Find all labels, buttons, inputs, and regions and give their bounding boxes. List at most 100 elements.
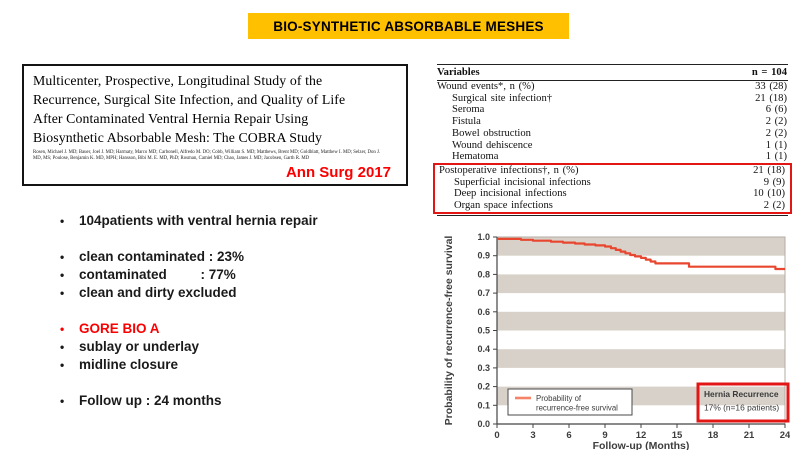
bullet-text: 104patients with ventral hernia repair — [79, 213, 318, 228]
paper-title: Multicenter, Prospective, Longitudinal S… — [33, 71, 397, 147]
table-row: Wound events*, n (%) 33 (28) — [437, 81, 788, 93]
table-row-label: Wound dehiscence — [452, 139, 533, 151]
table-row-label: Seroma — [452, 104, 485, 116]
bullet-dot-icon: • — [60, 322, 65, 336]
table-row-value: 9 (9) — [763, 176, 785, 188]
bullet-group: • Follow up : 24 months — [60, 392, 410, 410]
bullet-text: clean and dirty excluded — [79, 285, 237, 300]
y-tick-label: 0.5 — [477, 326, 490, 336]
y-tick-label: 0.0 — [477, 419, 490, 429]
plot-band — [497, 274, 785, 294]
table-row-value: 2 (2) — [765, 116, 787, 128]
y-tick-label: 0.8 — [477, 269, 490, 279]
table-row-value: 6 (6) — [765, 104, 787, 116]
table-row: Organ space infections 2 (2) — [439, 200, 786, 212]
recurrence-annotation-text: 17% (n=16 patients) — [704, 403, 779, 413]
table-header-n: n = 104 — [751, 67, 787, 78]
bullet-item: • clean and dirty excluded — [60, 284, 410, 302]
table-row-label: Fistula — [452, 116, 481, 128]
table-header: Variables n = 104 — [437, 64, 788, 81]
table-highlight-box: Postoperative infections†, n (%) 21 (18) S… — [433, 162, 792, 214]
bullet-text: GORE BIO A — [79, 321, 160, 336]
title-banner: BIO-SYNTHETIC ABSORBABLE MESHES — [248, 13, 569, 39]
table-row-value: 21 (18) — [755, 92, 787, 104]
bullet-dot-icon: • — [60, 358, 65, 372]
bullet-text: midline closure — [79, 357, 179, 372]
x-tick-label: 24 — [780, 430, 790, 441]
bullet-item: • midline closure — [60, 356, 410, 374]
bullet-item: • sublay or underlay — [60, 338, 410, 356]
table-row-value: 2 (2) — [765, 127, 787, 139]
x-tick-label: 15 — [672, 430, 683, 441]
x-tick-label: 6 — [566, 430, 571, 441]
plot-band — [497, 349, 785, 368]
bullet-dot-icon: • — [60, 214, 65, 228]
table-row: Superficial incisional infections 9 (9) — [439, 177, 786, 189]
bullet-dot-icon: • — [60, 340, 65, 354]
legend-label: Probability of — [536, 394, 582, 403]
bullet-text: clean contaminated : 23% — [79, 249, 245, 264]
x-tick-label: 18 — [708, 430, 719, 441]
paper-citation-box: Multicenter, Prospective, Longitudinal S… — [22, 64, 408, 186]
y-tick-label: 0.4 — [477, 344, 490, 354]
y-tick-label: 0.3 — [477, 363, 490, 373]
table-row-label: Wound events*, n (%) — [437, 81, 535, 92]
table-row-label: Superficial incisional infections — [454, 176, 591, 188]
recurrence-annotation-text: Hernia Recurrence — [704, 389, 779, 399]
bullet-dot-icon: • — [60, 250, 65, 264]
y-tick-label: 1.0 — [477, 232, 490, 242]
bullet-item: • Follow up : 24 months — [60, 392, 410, 410]
table-row-value: 1 (1) — [765, 139, 787, 151]
bullet-dot-icon: • — [60, 286, 65, 300]
slide-title: BIO-SYNTHETIC ABSORBABLE MESHES — [273, 18, 544, 34]
paper-title-line: Biosynthetic Absorbable Mesh: The COBRA … — [33, 130, 322, 145]
outcomes-table: Variables n = 104 Wound events*, n (%) 33… — [433, 64, 792, 216]
x-tick-label: 3 — [530, 430, 535, 441]
table-row-label: Surgical site infection† — [452, 92, 553, 104]
table-body: Wound events*, n (%) 33 (28) Surgical site… — [437, 81, 788, 163]
paper-title-line: Recurrence, Surgical Site Infection, and… — [33, 92, 346, 107]
table-row: Hematoma 1 (1) — [437, 151, 788, 163]
table-row-label: Postoperative infections†, n (%) — [439, 164, 579, 176]
legend-box — [507, 388, 633, 416]
table-row: Seroma 6 (6) — [437, 104, 788, 116]
bullet-group: • clean contaminated : 23% • contaminated :… — [60, 248, 410, 302]
bullet-item: • 104patients with ventral hernia repair — [60, 212, 410, 230]
survival-curve — [497, 237, 785, 271]
bullet-dot-icon: • — [60, 268, 65, 282]
bullet-list: • 104patients with ventral hernia repair •… — [60, 212, 410, 428]
table-row-value: 21 (18) — [753, 164, 785, 176]
x-tick-label: 21 — [744, 430, 755, 441]
table-row: Bowel obstruction 2 (2) — [437, 128, 788, 140]
journal-citation: Ann Surg 2017 — [285, 163, 391, 181]
table-row-label: Organ space infections — [454, 200, 553, 212]
bullet-dot-icon: • — [60, 394, 65, 408]
bullet-item: • contaminated : 77% — [60, 266, 410, 284]
y-axis-title: Probability of recurrence-free survival — [443, 236, 455, 426]
y-tick-label: 0.7 — [477, 288, 490, 298]
bullet-item: • clean contaminated : 23% — [60, 248, 410, 266]
plot-band — [497, 311, 785, 331]
bullet-text: Follow up : 24 months — [79, 393, 222, 408]
recurrence-annotation-box — [696, 382, 790, 423]
table-row: Wound dehiscence 1 (1) — [437, 140, 788, 152]
bullet-text: contaminated : 77% — [79, 267, 236, 282]
x-tick-label: 9 — [602, 430, 607, 441]
x-tick-label: 12 — [636, 430, 647, 441]
km-figure: 0.0 0.1 0.2 0.3 0.4 0.5 0.6 0.7 0.8 0.9 1.0 0 3 6 9 12 1… — [440, 224, 791, 452]
table-row: Surgical site infection† 21 (18) — [437, 93, 788, 105]
table-header-variables: Variables — [437, 67, 480, 78]
legend-label: recurrence-free survival — [536, 404, 618, 413]
x-tick-label: 0 — [494, 430, 499, 441]
table-row: Postoperative infections†, n (%) 21 (18) — [439, 165, 786, 177]
bullet-item: • GORE BIO A — [60, 320, 410, 338]
paper-authors: Rosen, Michael J. MD; Bauer, Joel J. MD;… — [33, 150, 381, 161]
table-row-label: Deep incisional infections — [454, 188, 567, 200]
table-bottom-rule — [437, 214, 788, 216]
table-row-value: 33 (28) — [755, 81, 787, 92]
table-row-value: 2 (2) — [763, 200, 785, 212]
table-row-value: 1 (1) — [765, 151, 787, 163]
table-row-label: Hematoma — [452, 151, 499, 163]
bullet-group: • GORE BIO A • sublay or underlay • midline c… — [60, 320, 410, 374]
